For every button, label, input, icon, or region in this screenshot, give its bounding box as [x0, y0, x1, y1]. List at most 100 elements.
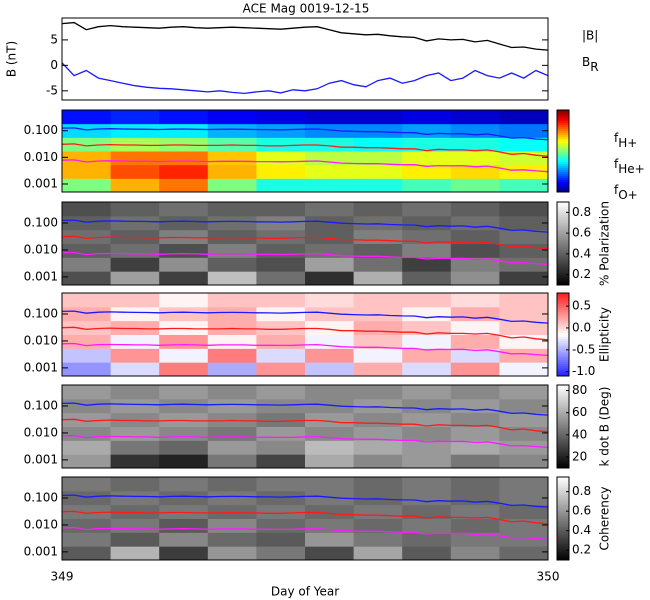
colorbar-swatch [557, 177, 569, 181]
heatmap-cell [450, 178, 500, 193]
heatmap-cell [110, 426, 160, 441]
heatmap-cell [305, 178, 355, 193]
series-line [61, 143, 549, 157]
heatmap-cell [110, 123, 160, 138]
heatmap-cell [499, 412, 549, 427]
heatmap-cell [110, 385, 160, 400]
colorbar-swatch [557, 181, 569, 185]
heatmap-cell [305, 164, 355, 179]
heatmap-cell [353, 110, 403, 125]
colorbar-swatch [557, 516, 569, 519]
colorbar-swatch [557, 426, 569, 430]
colorbar-swatch [557, 551, 569, 555]
heatmap-cell [207, 477, 257, 492]
colorbar-swatch [557, 120, 569, 123]
colorbar-frame [556, 109, 570, 193]
heatmap-cell [450, 229, 500, 244]
heatmap-cell [402, 504, 452, 519]
heatmap-cell [499, 110, 549, 125]
colorbar-swatch [557, 264, 569, 267]
plot-frame [61, 384, 549, 469]
colorbar-swatch [557, 422, 569, 425]
series-line [61, 21, 549, 51]
heatmap-cell [159, 110, 209, 125]
heatmap-cell [353, 532, 403, 547]
colorbar-swatch [557, 424, 569, 427]
colorbar-swatch [557, 173, 569, 177]
heatmap-cell [402, 398, 452, 414]
colorbar-swatch [557, 451, 569, 454]
heatmap-cell [450, 477, 500, 492]
colorbar-swatch [557, 497, 569, 501]
heatmap-cell [110, 518, 160, 533]
heatmap-cell [450, 440, 500, 455]
colorbar-tick-label: 20 [572, 449, 587, 463]
colorbar-swatch [557, 169, 569, 172]
heatmap-cell [402, 412, 452, 427]
series-line [61, 310, 549, 324]
heatmap-cell [256, 518, 306, 533]
heatmap-cell [353, 334, 403, 349]
heatmap-cell [450, 398, 500, 414]
heatmap-cell [110, 164, 160, 179]
heatmap-cell [207, 412, 257, 427]
heatmap-cell [62, 532, 112, 547]
colorbar-swatch [557, 324, 569, 327]
heatmap-cell [159, 348, 209, 363]
colorbar-swatch [557, 185, 569, 189]
heatmap-cell [499, 306, 549, 322]
x-tick-label: 350 [537, 570, 560, 584]
heatmap-cell [305, 385, 355, 400]
heatmap-cell [207, 504, 257, 519]
colorbar-frame [556, 384, 570, 469]
heatmap-cell [499, 362, 549, 377]
heatmap-cell [256, 546, 306, 561]
colorbar-swatch [557, 208, 569, 211]
heatmap-cell [62, 477, 112, 492]
colorbar-swatch [557, 455, 569, 459]
y-tick-label: 0.100 [24, 215, 58, 229]
y-tick-label: 0.100 [24, 306, 58, 320]
colorbar-swatch [557, 224, 569, 228]
heatmap-cell [402, 243, 452, 258]
heatmap-cell [62, 202, 112, 217]
heatmap-cell [450, 164, 500, 179]
colorbar-swatch [557, 136, 569, 140]
colorbar-swatch [557, 313, 569, 317]
legend-label: |B| [582, 29, 598, 43]
colorbar-swatch [557, 465, 569, 469]
colorbar-swatch [557, 330, 569, 333]
colorbar-swatch [557, 430, 569, 434]
heatmap-cell [256, 477, 306, 492]
heatmap-cell [62, 348, 112, 363]
heatmap-cell [62, 123, 112, 138]
colorbar-tick-label: 0.6 [572, 504, 591, 518]
heatmap-cell [353, 504, 403, 519]
heatmap-cell [207, 123, 257, 138]
heatmap-cell [256, 426, 306, 441]
heatmap-cell [207, 518, 257, 533]
series-line [61, 494, 549, 508]
colorbar-swatch [557, 276, 569, 280]
heatmap-cell [499, 123, 549, 138]
heatmap-cell [450, 110, 500, 125]
heatmap-cell [353, 178, 403, 193]
colorbar-swatch [557, 206, 569, 209]
heatmap-cell [110, 477, 160, 492]
heatmap-cell [499, 164, 549, 179]
colorbar-swatch [557, 266, 569, 269]
colorbar-swatch [557, 526, 569, 530]
heatmap-cell [110, 412, 160, 427]
colorbar-swatch [557, 228, 569, 232]
heatmap-cell [159, 151, 209, 166]
plot-frame [61, 109, 549, 193]
heatmap-cell [402, 362, 452, 377]
heatmap-cell [159, 320, 209, 335]
colorbar-swatch [557, 260, 569, 263]
heatmap-cell [353, 385, 403, 400]
heatmap-cell [450, 243, 500, 258]
colorbar-swatch [557, 403, 569, 407]
heatmap-cell [62, 440, 112, 455]
x-tick-label: 349 [51, 570, 74, 584]
heatmap-cell [159, 229, 209, 244]
